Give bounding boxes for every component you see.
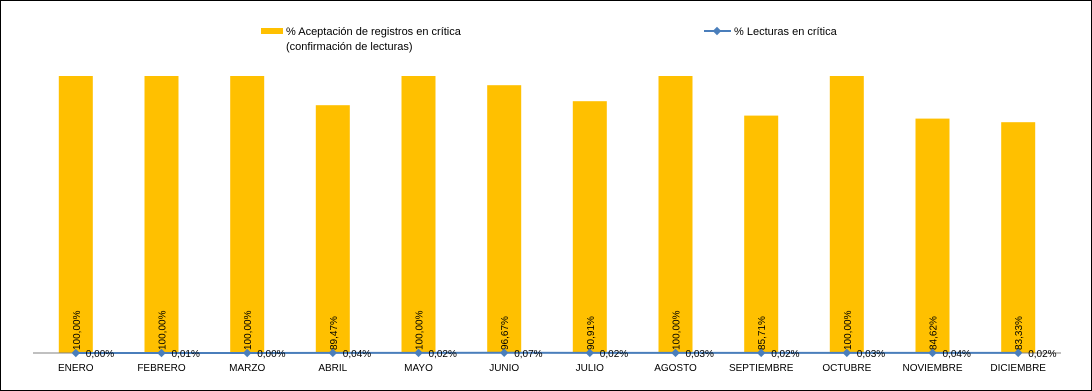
line-data-label: 0,01% [172, 349, 200, 360]
bar-febrero [144, 76, 179, 353]
line-data-label: 0,03% [857, 349, 885, 360]
line-data-label: 0,00% [257, 349, 285, 360]
bar-data-label: 100,00% [672, 310, 683, 350]
bar-septiembre [744, 115, 779, 353]
bar-data-label: 100,00% [72, 310, 83, 350]
legend-label-bar-line-2: (confirmación de lecturas) [286, 41, 413, 53]
bar-data-label: 100,00% [415, 310, 426, 350]
bar-abril [315, 105, 350, 353]
bar-data-label: 100,00% [243, 310, 254, 350]
line-point-mayo [414, 348, 423, 358]
bar-agosto [658, 76, 693, 353]
line-point-junio [499, 348, 509, 358]
bar-data-label: 83,33% [1014, 316, 1025, 350]
category-label: SEPTIEMBRE [729, 363, 794, 374]
line-data-label: 0,02% [1028, 349, 1056, 360]
category-label: DICIEMBRE [990, 363, 1046, 374]
category-label: MARZO [229, 363, 265, 374]
line-point-diciembre [1013, 348, 1023, 358]
bar-enero [58, 76, 93, 353]
line-point-septiembre [756, 348, 766, 358]
legend-swatch-bar [261, 28, 283, 34]
line-data-label: 0,04% [343, 349, 371, 360]
category-label: MAYO [404, 363, 433, 374]
bar-data-label: 100,00% [158, 310, 169, 350]
bar-data-label: 84,62% [929, 316, 940, 350]
legend-label-line: % Lecturas en crítica [734, 26, 838, 38]
line-point-octubre [842, 348, 852, 358]
line-point-agosto [671, 348, 680, 358]
bar-julio [572, 101, 607, 353]
line-data-label: 0,03% [686, 349, 714, 360]
bar-diciembre [1001, 122, 1036, 353]
legend: % Aceptación de registros en crítica (co… [261, 26, 838, 53]
bar-data-label: 90,91% [586, 316, 597, 350]
line-data-label: 0,00% [86, 349, 114, 360]
category-label: FEBRERO [137, 363, 186, 374]
category-axis-labels: ENERO FEBRERO MARZO ABRIL MAYO JUNIO JULIO AGOS… [58, 363, 1046, 374]
bar-mayo [401, 76, 436, 353]
bar-octubre [829, 76, 864, 353]
line-data-label: 0,04% [943, 349, 971, 360]
line-point-febrero [157, 348, 166, 358]
category-label: JUNIO [489, 363, 519, 374]
line-point-noviembre [928, 348, 937, 358]
bar-data-label: 100,00% [843, 310, 854, 350]
line-point-julio [585, 348, 595, 358]
line-point-abril [328, 348, 338, 358]
line-point-enero [71, 348, 81, 358]
line-point-marzo [242, 348, 252, 358]
bar-noviembre [915, 118, 950, 353]
bar-junio [487, 85, 522, 353]
category-label: AGOSTO [654, 363, 697, 374]
line-data-label: 0,02% [429, 349, 457, 360]
line-data-labels: 0,00% 0,01% 0,00% 0,04% 0,02% 0,07% 0,02% 0,03%… [86, 349, 1057, 360]
category-label: OCTUBRE [822, 363, 871, 374]
bar-marzo [230, 76, 265, 353]
category-label: ENERO [58, 363, 94, 374]
line-series [71, 348, 1023, 358]
bar-data-label: 96,67% [500, 316, 511, 350]
bar-data-label: 85,71% [757, 316, 768, 350]
category-label: JULIO [576, 363, 605, 374]
bar-data-labels: 100,00% 100,00% 100,00% 89,47% 100,00% 96,67%… [72, 310, 1025, 350]
bar-series [58, 76, 1036, 353]
bar-data-label: 89,47% [329, 316, 340, 350]
line-data-label: 0,02% [600, 349, 628, 360]
category-label: ABRIL [318, 363, 347, 374]
line-data-label: 0,02% [771, 349, 799, 360]
line-data-label: 0,07% [514, 349, 542, 360]
legend-label-bar-line-1: % Aceptación de registros en crítica [286, 26, 462, 38]
category-label: NOVIEMBRE [902, 363, 962, 374]
legend-marker-diamond [712, 26, 722, 36]
